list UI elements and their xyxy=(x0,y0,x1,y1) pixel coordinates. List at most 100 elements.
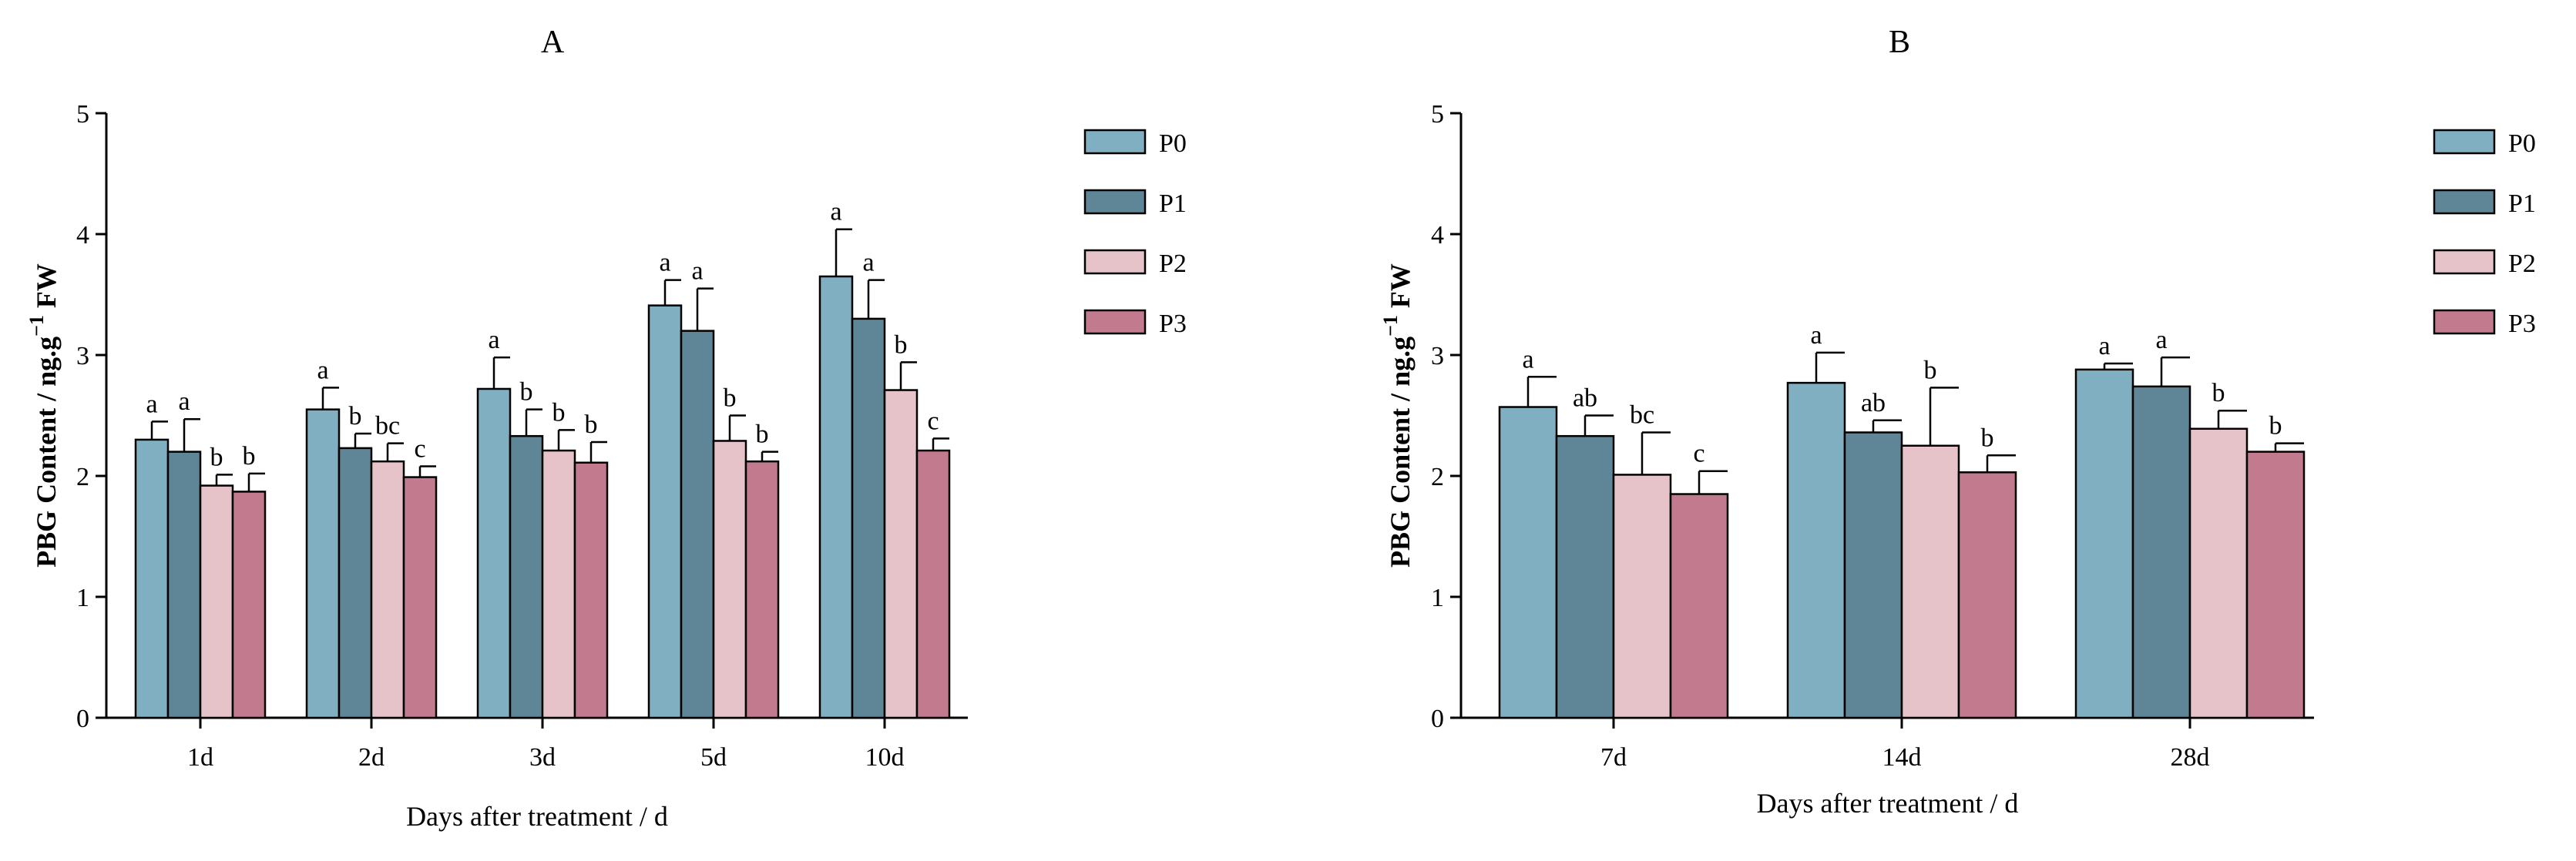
legend-swatch-p2 xyxy=(2433,249,2496,275)
bar-p2-1d xyxy=(199,484,234,719)
panel-title: A xyxy=(541,25,565,60)
significance-label: ab xyxy=(1861,389,1886,417)
significance-label: bc xyxy=(375,412,400,441)
bar-p3-7d xyxy=(1669,493,1729,719)
significance-label: b xyxy=(243,442,256,471)
legend-swatch-p1 xyxy=(2433,189,2496,215)
y-tick-label: 1 xyxy=(1431,584,1444,612)
significance-label: ab xyxy=(1573,384,1597,413)
y-tick-label: 3 xyxy=(76,342,89,370)
significance-label: b xyxy=(895,330,908,359)
legend-label-p2: P2 xyxy=(2508,250,2536,278)
bar-p1-10d xyxy=(851,317,886,719)
bar-p2-7d xyxy=(1612,474,1672,719)
y-axis-title: PBG Content / ng.g−1 FW xyxy=(1379,263,1416,568)
y-axis-title-suffix: FW xyxy=(1385,263,1416,315)
significance-label: b xyxy=(349,402,362,430)
legend-label-p3: P3 xyxy=(1159,310,1187,338)
x-tick-label: 2d xyxy=(358,743,385,772)
x-tick-label: 1d xyxy=(187,743,213,772)
bar-p0-10d xyxy=(818,275,854,719)
legend-label-p3: P3 xyxy=(2508,310,2536,338)
bar-p1-5d xyxy=(680,330,715,719)
significance-label: c xyxy=(414,434,425,463)
bar-p1-2d xyxy=(338,447,373,719)
bar-p2-5d xyxy=(712,440,747,719)
bar-p2-3d xyxy=(541,449,576,719)
significance-label: a xyxy=(691,257,703,286)
bar-p0-28d xyxy=(2074,368,2134,719)
significance-label: a xyxy=(488,326,499,354)
significance-label: a xyxy=(146,390,157,418)
legend-swatch-p0 xyxy=(2433,129,2496,155)
significance-label: a xyxy=(317,356,328,384)
bar-p3-3d xyxy=(573,461,609,719)
bar-p0-1d xyxy=(134,438,170,719)
bar-p2-14d xyxy=(1900,444,1960,719)
y-axis-title-superscript: −1 xyxy=(25,315,48,337)
x-tick-label: 3d xyxy=(529,743,556,772)
legend-label-p1: P1 xyxy=(1159,189,1187,218)
panel-b: B 0 1 2 3 4 5 PBG Content / ng.g−1 FW Days after… xyxy=(1379,25,2536,819)
bar-p2-10d xyxy=(883,389,919,719)
panel-a: A 0 1 2 3 4 5 PBG Content / ng.g−1 FW Days after… xyxy=(25,25,1187,832)
panel-title: B xyxy=(1889,25,1910,60)
significance-label: c xyxy=(927,407,939,435)
bar-p0-3d xyxy=(476,387,512,719)
legend-label-p0: P0 xyxy=(2508,129,2536,158)
y-tick-label: 0 xyxy=(76,705,89,733)
bar-p3-1d xyxy=(231,491,267,719)
bar-p1-1d xyxy=(166,451,202,719)
legend-label-p1: P1 xyxy=(2508,189,2536,218)
y-axis-title-suffix: FW xyxy=(31,263,62,315)
y-axis-title-superscript: −1 xyxy=(1379,315,1402,337)
significance-label: a xyxy=(1810,321,1822,350)
bar-p0-5d xyxy=(647,304,683,719)
significance-label: b xyxy=(1981,424,1994,452)
significance-label: a xyxy=(2098,332,2110,360)
y-tick-label: 3 xyxy=(1431,342,1444,370)
significance-label: a xyxy=(2155,326,2167,354)
significance-label: b xyxy=(210,443,223,471)
significance-label: a xyxy=(1522,345,1533,374)
significance-label: b xyxy=(2269,412,2282,441)
significance-label: b xyxy=(585,410,598,439)
bar-p0-7d xyxy=(1498,406,1558,719)
x-tick-label: 5d xyxy=(700,743,727,772)
significance-label: a xyxy=(178,387,190,416)
legend-swatch-p2 xyxy=(1083,249,1147,275)
y-tick-label: 2 xyxy=(76,463,89,491)
significance-label: a xyxy=(830,198,841,226)
y-tick-label: 2 xyxy=(1431,463,1444,491)
significance-label: a xyxy=(862,249,874,277)
bar-p1-7d xyxy=(1555,434,1615,719)
significance-label: bc xyxy=(1630,400,1654,429)
significance-label: b xyxy=(756,420,769,449)
significance-label: b xyxy=(1924,356,1937,384)
legend-swatch-p3 xyxy=(2433,309,2496,335)
significance-label: c xyxy=(1693,440,1704,468)
bar-p1-3d xyxy=(509,434,544,719)
x-tick-label: 7d xyxy=(1600,743,1627,772)
y-tick-label: 4 xyxy=(1431,221,1444,250)
significance-label: b xyxy=(724,384,737,413)
x-tick-label: 14d xyxy=(1882,743,1922,772)
y-tick-label: 1 xyxy=(76,584,89,612)
bar-p2-2d xyxy=(370,460,405,719)
bar-p0-14d xyxy=(1786,381,1846,719)
bar-p3-14d xyxy=(1957,471,2017,719)
legend-label-p0: P0 xyxy=(1159,129,1187,158)
bar-p1-28d xyxy=(2131,385,2191,719)
bar-p2-28d xyxy=(2188,427,2249,719)
y-tick-label: 5 xyxy=(1431,100,1444,129)
y-axis-title-main: PBG Content / ng.g xyxy=(1385,337,1416,568)
significance-label: b xyxy=(2212,379,2225,407)
y-tick-label: 0 xyxy=(1431,705,1444,733)
y-tick-label: 5 xyxy=(76,100,89,129)
significance-label: b xyxy=(552,398,566,427)
legend-swatch-p3 xyxy=(1083,309,1147,335)
bar-p3-10d xyxy=(915,449,951,719)
x-axis-title: Days after treatment / d xyxy=(1757,788,2019,819)
legend-swatch-p1 xyxy=(1083,189,1147,215)
